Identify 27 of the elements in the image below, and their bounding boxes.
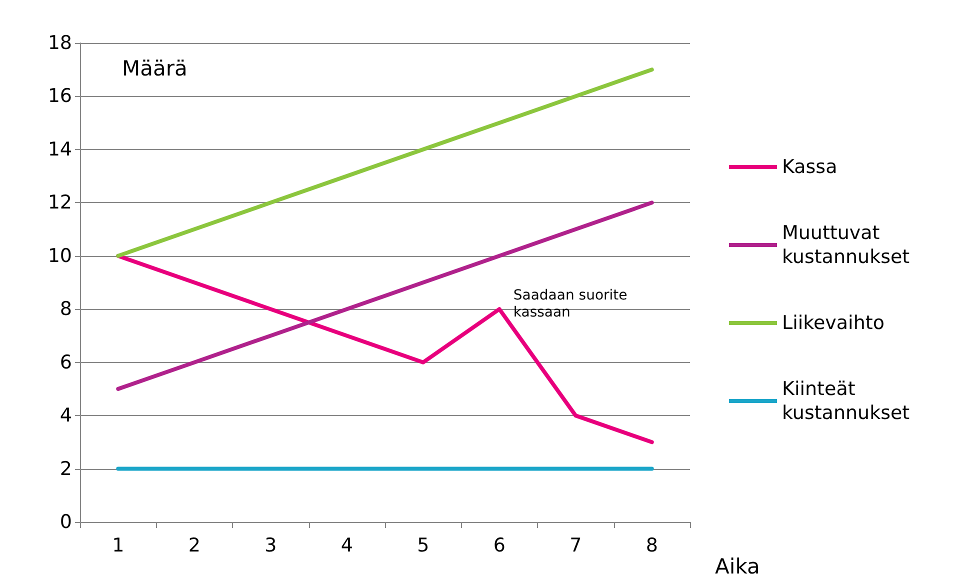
line-series [116,254,654,444]
y-tick-label: 18 [48,32,72,54]
y-tick-label: 8 [60,298,72,320]
y-tick-label: 16 [48,85,72,108]
legend-label: Kassa [782,156,838,178]
y-tick-label: 10 [48,244,72,267]
x-tick-label: 1 [112,534,124,556]
y-tick-label: 2 [60,458,72,480]
legend-label: Liikevaihto [782,312,884,334]
y-tick-label: 14 [48,138,72,160]
x-tick-label: 8 [646,534,658,556]
x-tick-label: 3 [264,534,277,556]
y-tick-label: 12 [48,192,72,214]
x-tick-label: 2 [188,534,200,556]
annotation: Saadaan suorite kassaan [513,288,632,321]
x-tick-label: 5 [417,534,430,556]
x-tick-label: 6 [493,534,506,556]
legend-label: Kiinteät kustannukset [782,378,910,424]
y-axis-title: Määrä [122,56,188,80]
legend-label: Muuttuvat kustannukset [782,222,910,268]
y-tick-label: 4 [60,404,72,427]
y-tick-label: 0 [60,511,72,533]
x-tick-label: 4 [340,534,353,556]
x-tick-label: 7 [570,534,582,556]
x-axis-title: Aika [715,554,760,578]
y-tick-label: 6 [60,351,72,374]
line-series [116,200,654,391]
